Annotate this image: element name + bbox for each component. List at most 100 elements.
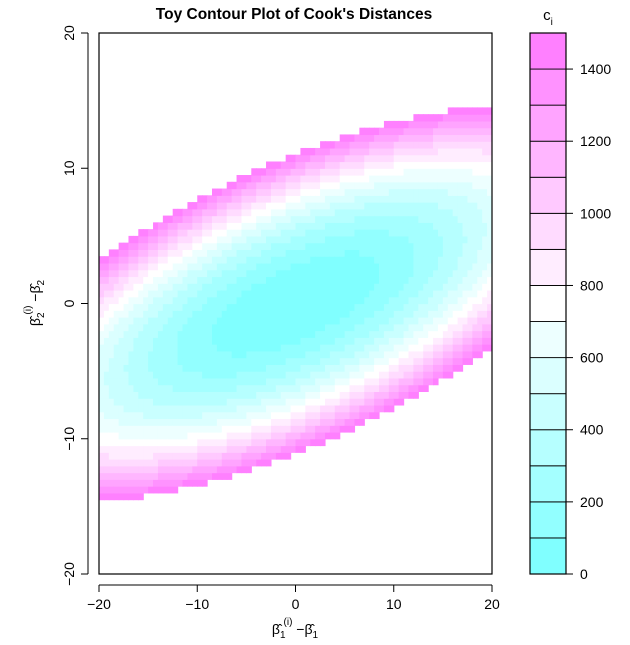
contour-cell	[108, 377, 115, 386]
contour-cell	[388, 256, 395, 264]
contour-cell	[99, 323, 105, 332]
contour-cell	[280, 168, 287, 176]
contour-cell	[246, 371, 252, 379]
contour-cell	[138, 269, 144, 278]
contour-cell	[221, 249, 228, 257]
contour-cell	[182, 411, 189, 420]
contour-cell	[251, 262, 257, 271]
contour-cell	[329, 249, 336, 257]
contour-cell	[197, 418, 203, 426]
contour-cell	[310, 364, 316, 372]
contour-cell	[113, 337, 120, 345]
contour-cell	[275, 168, 282, 176]
contour-cell	[241, 344, 247, 352]
contour-cell	[467, 127, 473, 136]
contour-cell	[231, 181, 238, 190]
contour-cell	[477, 188, 483, 196]
contour-cell	[403, 296, 410, 305]
contour-cell	[207, 472, 213, 480]
contour-cell	[211, 262, 218, 271]
contour-cell	[162, 364, 169, 372]
contour-cell	[310, 317, 316, 325]
contour-cell	[393, 330, 400, 338]
contour-cell	[300, 337, 306, 345]
contour-cell	[467, 289, 473, 298]
contour-cell	[447, 134, 454, 142]
contour-cell	[148, 452, 154, 460]
contour-cell	[393, 127, 400, 136]
contour-cell	[398, 120, 405, 129]
contour-cell	[241, 289, 247, 298]
contour-cell	[216, 269, 223, 278]
contour-cell	[108, 445, 115, 453]
contour-cell	[423, 317, 429, 325]
contour-cell	[364, 283, 370, 291]
contour-cell	[452, 344, 459, 352]
contour-cell	[251, 371, 257, 379]
contour-cell	[108, 317, 115, 325]
contour-cell	[275, 235, 282, 244]
contour-cell	[408, 195, 414, 203]
contour-cell	[359, 181, 365, 190]
contour-cell	[423, 337, 429, 345]
contour-cell	[197, 323, 203, 332]
contour-cell	[324, 425, 331, 433]
contour-cell	[472, 242, 478, 250]
contour-cell	[221, 235, 228, 244]
contour-cell	[261, 371, 267, 379]
contour-cell	[369, 323, 375, 332]
contour-cell	[428, 303, 434, 311]
contour-cell	[379, 134, 385, 142]
contour-cell	[280, 175, 287, 183]
contour-cell	[157, 452, 164, 460]
contour-cell	[177, 283, 184, 291]
contour-cell	[177, 465, 184, 474]
contour-cell	[329, 256, 336, 264]
contour-cell	[379, 175, 385, 183]
contour-cell	[99, 283, 105, 291]
contour-cell	[202, 425, 208, 433]
contour-cell	[143, 384, 149, 393]
contour-cell	[472, 283, 478, 291]
contour-cell	[133, 431, 139, 440]
contour-cell	[477, 175, 483, 183]
contour-cell	[270, 330, 277, 338]
contour-cell	[383, 303, 390, 311]
contour-cell	[280, 256, 287, 264]
contour-cell	[300, 364, 306, 372]
contour-cell	[364, 181, 370, 190]
contour-cell	[388, 242, 395, 250]
contour-cell	[118, 418, 125, 426]
contour-cell	[487, 168, 492, 176]
contour-cell	[133, 337, 139, 345]
contour-cell	[408, 364, 414, 372]
contour-cell	[324, 323, 331, 332]
contour-cell	[256, 398, 262, 406]
contour-cell	[437, 181, 444, 190]
contour-cell	[246, 249, 252, 257]
colorbar-tick-label: 1400	[580, 61, 611, 77]
contour-cell	[162, 371, 169, 379]
contour-cell	[369, 276, 375, 284]
contour-cell	[192, 262, 198, 271]
contour-cell	[398, 330, 405, 338]
contour-cell	[334, 283, 341, 291]
contour-cell	[285, 181, 292, 190]
contour-cell	[167, 418, 174, 426]
contour-cell	[226, 337, 233, 345]
contour-cell	[172, 472, 179, 480]
contour-cell	[324, 310, 331, 318]
contour-cell	[108, 262, 115, 271]
contour-cell	[290, 283, 297, 291]
contour-cell	[447, 357, 454, 365]
contour-cell	[423, 357, 429, 365]
contour-cell	[226, 222, 233, 230]
contour-cell	[437, 147, 444, 156]
contour-cell	[447, 269, 454, 278]
contour-cell	[413, 391, 419, 399]
contour-cell	[359, 269, 365, 278]
contour-cell	[398, 168, 405, 176]
contour-cell	[207, 411, 213, 420]
contour-cell	[187, 384, 193, 393]
contour-cell	[99, 472, 105, 480]
